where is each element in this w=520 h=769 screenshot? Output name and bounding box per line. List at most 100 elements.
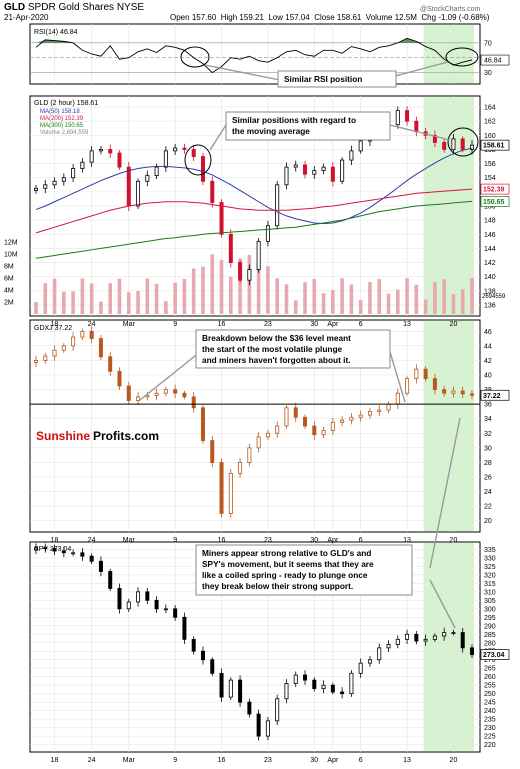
gdxj-candle-body <box>89 330 94 339</box>
gdxj-candle-body <box>293 407 298 418</box>
rsi-legend: RSI(14) 46.84 <box>34 29 78 36</box>
gdxj-candle-body <box>154 392 159 396</box>
spy-candle-body <box>126 601 131 610</box>
gld-tick-label: 156 <box>484 161 496 168</box>
annotation-layer: Similar RSI position Similar positions wi… <box>139 46 479 629</box>
volume-bar <box>293 300 298 314</box>
gld-candle-body <box>228 233 233 263</box>
spy-candle-body <box>312 679 317 689</box>
logo-sunshine: Sunshine <box>36 429 90 443</box>
volume-bar <box>52 278 57 314</box>
gdxj-tick-label: 44 <box>484 343 492 350</box>
gld-candle-body <box>442 141 447 150</box>
gdxj-candle-body <box>228 472 233 514</box>
gld-candle-body <box>182 147 187 150</box>
spy-candle-body <box>377 647 382 661</box>
volume-bar <box>191 268 196 314</box>
volume-bar <box>71 291 75 314</box>
gdxj-last-price-label: 37.22 <box>483 393 501 400</box>
ticker-symbol: GLD <box>4 2 26 13</box>
gld-candle-body <box>80 161 85 169</box>
spy-candle-body <box>145 591 150 601</box>
rsi-pointer-1 <box>204 64 281 81</box>
gld-candle-body <box>117 152 122 168</box>
change-value: -1.09 (-0.68%) <box>438 13 490 22</box>
spy-candle-body <box>469 647 474 655</box>
volume-bar <box>219 259 224 314</box>
spy-tick-label: 305 <box>484 598 496 605</box>
chart-date: 21-Apr-2020 <box>4 13 49 22</box>
spy-candle-body <box>275 698 280 722</box>
spy-candle-body <box>154 599 159 610</box>
gld-candle-body <box>43 184 48 189</box>
gdxj-callout-box <box>195 329 391 369</box>
gld-candle-body <box>358 140 363 152</box>
gld-tick-label: 150 <box>484 204 496 211</box>
chart-header-title: GLD SPDR Gold Shares NYSE <box>4 2 144 13</box>
x-tick-label: 16 <box>218 757 226 764</box>
gld-tick-label: 148 <box>484 218 496 225</box>
gld-candle-body <box>238 262 243 281</box>
high-value: 159.21 <box>239 13 264 22</box>
spy-tick-label: 230 <box>484 725 496 732</box>
spy-tick-label: 280 <box>484 640 496 647</box>
spy-candle-body <box>219 672 224 698</box>
gld-tick-label: 142 <box>484 260 496 267</box>
rsi-value-label: 46.84 <box>484 58 502 65</box>
gdxj-candle-body <box>126 385 131 401</box>
gld-candle-body <box>136 180 141 207</box>
gld-tick-label: 136 <box>484 302 496 309</box>
x-tick-label: Apr <box>327 757 339 764</box>
spy-legend: SPY 273.04 <box>34 546 71 553</box>
ma200-value-label: 152.39 <box>483 187 505 194</box>
volume-bar <box>173 282 177 314</box>
spy-candle-body <box>173 608 178 618</box>
spy-tick-label: 335 <box>484 547 496 554</box>
gld-callout-box <box>225 111 391 141</box>
volume-bar <box>238 258 242 314</box>
x-tick-label: 30 <box>310 537 318 544</box>
x-tick-label: 16 <box>218 537 226 544</box>
gdxj-candle-body <box>182 392 187 398</box>
spy-candle-body <box>451 632 456 634</box>
spy-tick-label: 295 <box>484 615 496 622</box>
gdxj-candle-body <box>191 396 196 409</box>
gdxj-tick-label: 22 <box>484 504 492 511</box>
volume-bar <box>62 291 66 314</box>
rsi-line <box>35 37 473 74</box>
gld-candle-body <box>395 110 400 126</box>
x-tick-label: Mar <box>123 757 136 764</box>
volume-bar <box>43 283 48 314</box>
x-tick-label: 18 <box>51 321 59 328</box>
gld-pointer-2 <box>389 124 451 141</box>
volume-bar <box>414 284 419 314</box>
x-tick-label: 23 <box>264 537 272 544</box>
gdxj-candle-body <box>386 403 391 411</box>
spy-candle-body <box>303 674 308 681</box>
volume-bar <box>154 283 159 314</box>
volume-bar <box>34 302 38 314</box>
gdxj-candle-body <box>460 390 465 395</box>
gld-legend: GLD (2 hour) 158.61 <box>34 100 98 107</box>
gdxj-candle-body <box>451 390 456 394</box>
gld-candle-body <box>52 180 57 186</box>
x-tick-label: 20 <box>450 321 458 328</box>
gld-candle-body <box>284 166 289 186</box>
spy-tick-label: 300 <box>484 606 496 613</box>
open-label: Open <box>170 13 190 22</box>
x-tick-label: 9 <box>173 321 177 328</box>
close-label: Close <box>314 13 335 22</box>
gld-candle-body <box>247 269 252 281</box>
volume-tick-label: 12M <box>4 240 18 247</box>
spy-candle-body <box>80 552 85 557</box>
volume-bar <box>275 278 279 314</box>
gdxj-candle-body <box>469 393 474 396</box>
spy-candle-body <box>163 608 168 611</box>
spy-panel-frame <box>29 541 481 753</box>
volume-tick-label: 2M <box>4 300 14 307</box>
gld-pointer-1 <box>209 124 227 151</box>
gld-candle-body <box>349 150 354 161</box>
volume-bar <box>405 278 409 314</box>
